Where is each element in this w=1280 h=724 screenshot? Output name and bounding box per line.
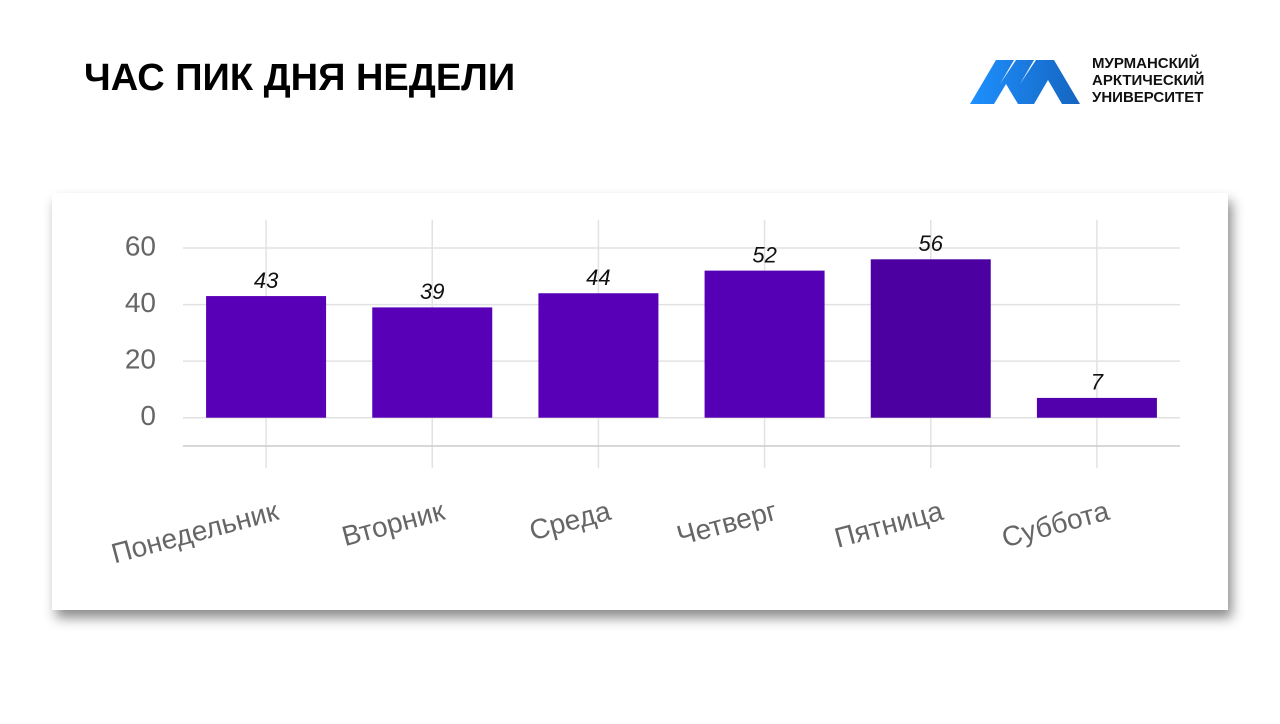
logo: МУРМАНСКИЙ АРКТИЧЕСКИЙ УНИВЕРСИТЕТ xyxy=(970,54,1204,106)
y-tick-label: 20 xyxy=(125,344,156,375)
value-label: 52 xyxy=(752,242,776,267)
slide-title: ЧАС ПИК ДНЯ НЕДЕЛИ xyxy=(84,57,515,99)
bar xyxy=(538,293,659,418)
y-tick-label: 0 xyxy=(140,400,156,431)
value-label: 7 xyxy=(1091,370,1104,395)
bar xyxy=(206,296,327,418)
value-label: 56 xyxy=(919,231,944,256)
y-tick-label: 40 xyxy=(125,287,156,318)
bar xyxy=(1036,397,1157,418)
bar xyxy=(870,259,991,418)
value-label: 44 xyxy=(586,265,610,290)
logo-mark xyxy=(970,60,1080,104)
bar xyxy=(704,270,825,418)
logo-text: УНИВЕРСИТЕТ xyxy=(1092,89,1203,106)
bar xyxy=(372,307,493,418)
y-tick-label: 60 xyxy=(125,230,156,261)
value-label: 39 xyxy=(420,279,444,304)
value-label: 43 xyxy=(254,268,279,293)
logo-text: МУРМАНСКИЙ xyxy=(1092,54,1199,72)
chart: 0204060Понедельник43Вторник39Среда44Четв… xyxy=(108,219,1180,569)
logo-text: АРКТИЧЕСКИЙ xyxy=(1092,71,1204,89)
